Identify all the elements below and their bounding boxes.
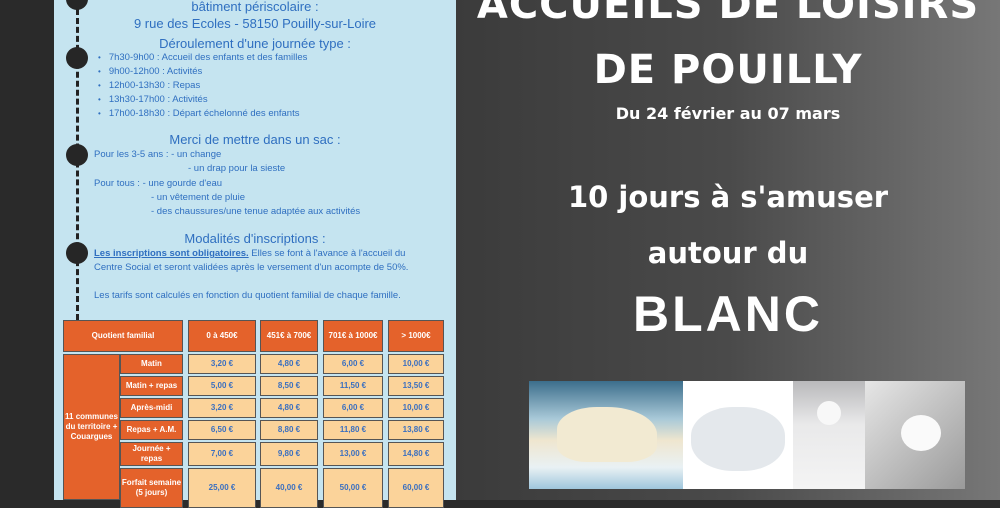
poster-dates: Du 24 février au 07 mars <box>615 104 841 123</box>
table-value-cell: 50,00 € <box>323 468 383 508</box>
registration-details: Elles se font à l'avance à l'accueil du … <box>94 248 409 273</box>
table-value-cell: 9,80 € <box>260 442 318 466</box>
snowman-image <box>793 381 865 489</box>
table-value-cell: 5,00 € <box>188 376 256 396</box>
timeline-dot <box>66 47 88 69</box>
table-header-cell: > 1000€ <box>388 320 444 352</box>
table-group-label: 11 communes du territoire + Couargues <box>63 354 120 500</box>
table-value-cell: 14,80 € <box>388 442 444 466</box>
table-value-cell: 3,20 € <box>188 398 256 418</box>
poster-title-line2: DE POUILLY <box>593 47 863 93</box>
table-value-cell: 13,50 € <box>388 376 444 396</box>
schedule-item: 13h30-17h00 : Activités <box>98 93 208 107</box>
table-value-cell: 10,00 € <box>388 354 444 374</box>
registration-text: Les inscriptions sont obligatoires. Elle… <box>94 247 424 275</box>
registration-heading: Modalités d'inscriptions : <box>184 231 326 246</box>
table-value-cell: 11,50 € <box>323 376 383 396</box>
bag-line: - un vêtement de pluie <box>151 192 246 203</box>
schedule-item: 12h00-13h30 : Repas <box>98 79 200 93</box>
table-row-label: Matin + repas <box>120 376 183 396</box>
table-value-cell: 25,00 € <box>188 468 256 508</box>
table-value-cell: 6,00 € <box>323 354 383 374</box>
left-dark-strip <box>0 0 54 500</box>
timeline-dot <box>66 242 88 264</box>
table-row-label: Repas + A.M. <box>120 420 183 440</box>
table-row-label: Journée + repas <box>120 442 183 466</box>
table-header-cell: 0 à 450€ <box>188 320 256 352</box>
smiling-cloud-image <box>683 381 793 489</box>
bag-line: - des chaussures/une tenue adaptée aux a… <box>151 206 361 217</box>
table-row-label: Matin <box>120 354 183 374</box>
poster-tagline1: 10 jours à s'amuser <box>567 180 889 214</box>
bag-heading: Merci de mettre dans un sac : <box>169 132 341 147</box>
poster-right: ACCUEILS DE LOISIRS DE POUILLY Du 24 fév… <box>456 0 1000 500</box>
table-value-cell: 60,00 € <box>388 468 444 508</box>
polar-bear-image <box>529 381 683 489</box>
snowman-shape <box>817 401 841 425</box>
white-splash-image <box>865 381 965 489</box>
table-row-label: Forfait semaine (5 jours) <box>120 468 183 508</box>
table-value-cell: 11,80 € <box>323 420 383 440</box>
schedule-item: 17h00-18h30 : Départ échelonné des enfan… <box>98 107 300 121</box>
table-value-cell: 6,50 € <box>188 420 256 440</box>
table-value-cell: 4,80 € <box>260 354 318 374</box>
table-value-cell: 10,00 € <box>388 398 444 418</box>
tariff-note: Les tarifs sont calculés en fonction du … <box>94 290 401 301</box>
bag-line: Pour les 3-5 ans : - un change <box>94 149 222 160</box>
location-heading: bâtiment périscolaire : <box>191 0 319 14</box>
timeline-dot <box>66 144 88 166</box>
day-heading: Déroulement d'une journée type : <box>159 36 351 51</box>
timeline-dot <box>66 0 88 10</box>
table-value-cell: 8,50 € <box>260 376 318 396</box>
table-value-cell: 40,00 € <box>260 468 318 508</box>
table-value-cell: 7,00 € <box>188 442 256 466</box>
splash-shape <box>901 415 941 451</box>
info-panel: bâtiment périscolaire : 9 rue des Ecoles… <box>54 0 456 508</box>
poster-theme: BLANC <box>633 286 823 342</box>
bag-line: - un drap pour la sieste <box>188 163 286 174</box>
table-row-label: Après-midi <box>120 398 183 418</box>
table-value-cell: 3,20 € <box>188 354 256 374</box>
poster-tagline2: autour du <box>647 236 809 270</box>
cloud-shape <box>691 407 785 471</box>
table-value-cell: 4,80 € <box>260 398 318 418</box>
poster-title-line1: ACCUEILS DE LOISIRS <box>476 0 980 28</box>
table-header-cell: Quotient familial <box>63 320 183 352</box>
registration-mandatory: Les inscriptions sont obligatoires. <box>94 248 249 259</box>
bag-line: Pour tous : - une gourde d'eau <box>94 178 223 189</box>
table-value-cell: 6,00 € <box>323 398 383 418</box>
table-value-cell: 8,80 € <box>260 420 318 440</box>
schedule-item: 9h00-12h00 : Activités <box>98 65 202 79</box>
address: 9 rue des Ecoles - 58150 Pouilly-sur-Loi… <box>133 16 377 31</box>
table-header-cell: 701€ à 1000€ <box>323 320 383 352</box>
table-value-cell: 13,80 € <box>388 420 444 440</box>
table-value-cell: 13,00 € <box>323 442 383 466</box>
schedule-item: 7h30-9h00 : Accueil des enfants et des f… <box>98 51 308 65</box>
table-header-cell: 451€ à 700€ <box>260 320 318 352</box>
polar-bear-shape <box>557 407 657 462</box>
